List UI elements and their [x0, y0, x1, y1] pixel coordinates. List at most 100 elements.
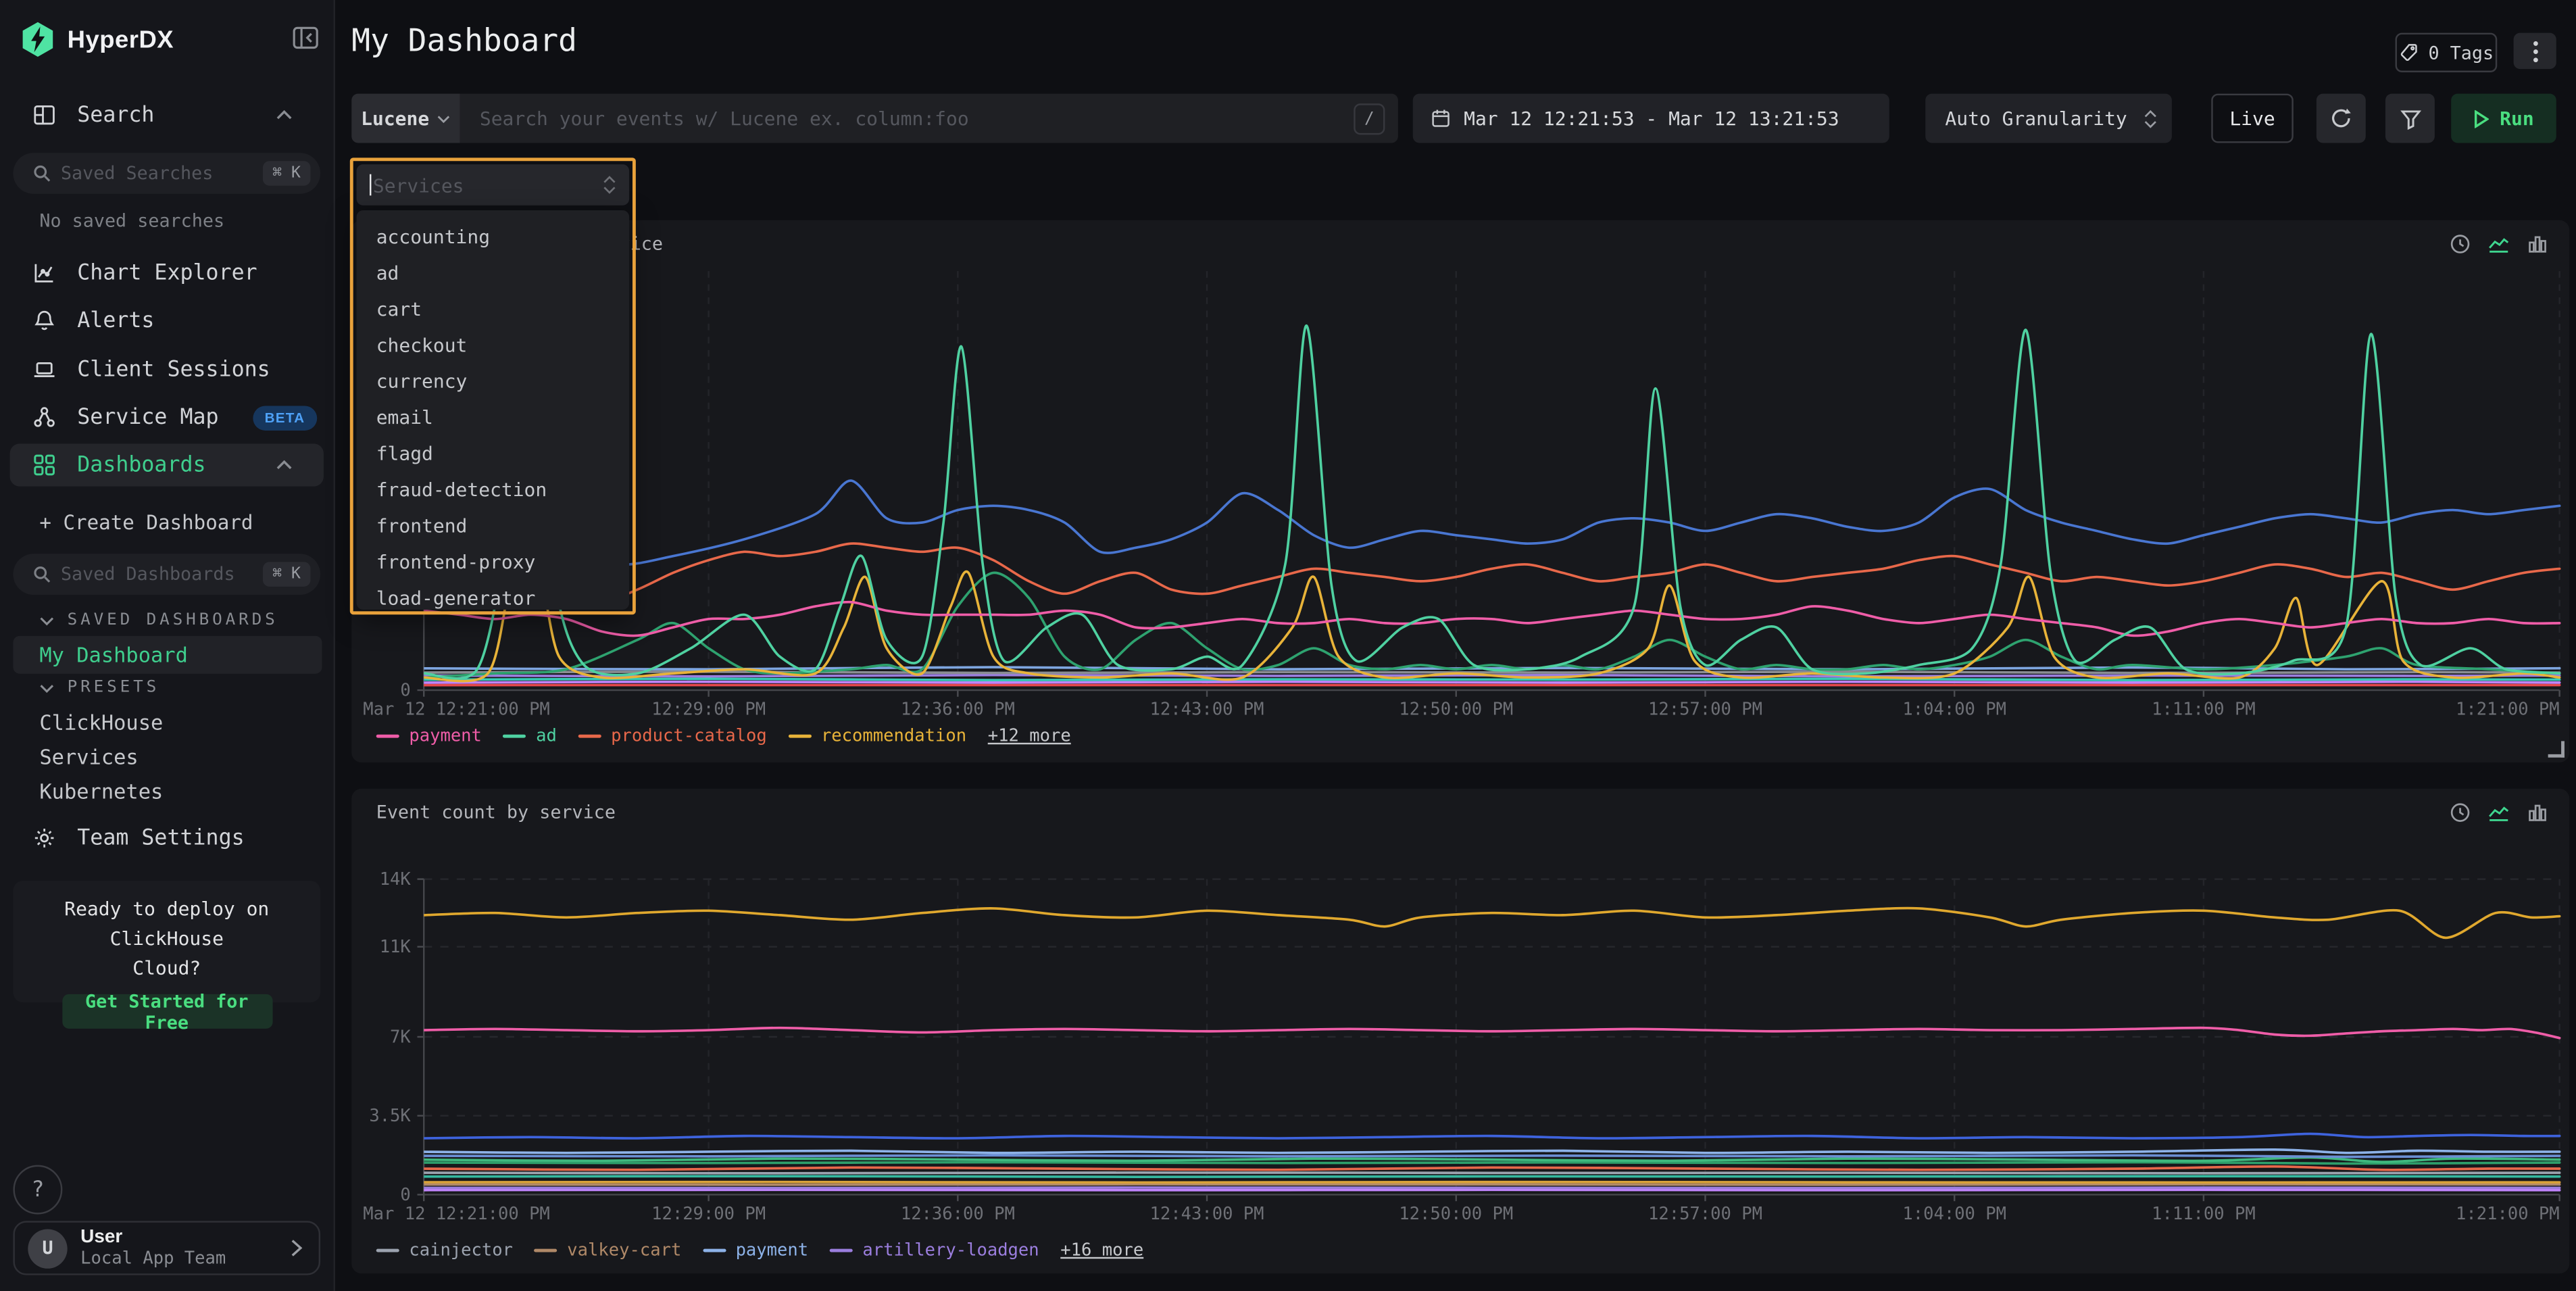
- legend-item[interactable]: artillery-loadgen: [830, 1240, 1039, 1260]
- saved-searches-input[interactable]: Saved Searches ⌘ K: [13, 153, 320, 194]
- services-option[interactable]: fraud-detection: [357, 472, 630, 508]
- chevron-down-icon: [39, 615, 54, 625]
- event-search-input[interactable]: Search your events w/ Lucene ex. column:…: [460, 94, 1398, 143]
- legend-more-link[interactable]: +16 more: [1060, 1240, 1143, 1260]
- chart-toolbar: [2450, 802, 2548, 823]
- legend-more-link[interactable]: +12 more: [988, 727, 1071, 746]
- time-range-picker[interactable]: Mar 12 12:21:53 - Mar 12 13:21:53: [1413, 94, 1889, 143]
- create-dashboard-button[interactable]: + Create Dashboard: [39, 511, 253, 534]
- chart-panel-latency: vice 0Mar 12 12:21:00 PM12:29:00 PM12:36…: [351, 220, 2569, 762]
- legend-swatch: [578, 734, 601, 738]
- legend-item[interactable]: payment: [376, 727, 482, 746]
- legend-item[interactable]: recommendation: [788, 727, 966, 746]
- event-count-chart-plot[interactable]: 14K11K7K3.5K0Mar 12 12:21:00 PM12:29:00 …: [351, 869, 2569, 1250]
- legend-swatch: [830, 1248, 853, 1252]
- services-option[interactable]: ad: [357, 255, 630, 291]
- svg-text:1:04:00 PM: 1:04:00 PM: [1902, 700, 2006, 720]
- sidebar-item-label: Dashboards: [77, 453, 205, 477]
- refresh-icon: [2329, 107, 2352, 130]
- kebab-icon: [2533, 41, 2537, 62]
- sidebar-item-client-sessions[interactable]: Client Sessions: [0, 350, 334, 389]
- sidebar-item-service-map[interactable]: Service Map BETA: [0, 397, 334, 437]
- legend-label: payment: [409, 727, 482, 746]
- svg-text:1:21:00 PM: 1:21:00 PM: [2456, 700, 2560, 720]
- clock-icon[interactable]: [2450, 802, 2471, 823]
- tags-button[interactable]: 0 Tags: [2396, 33, 2498, 72]
- main-content: My Dashboard 0 Tags Lucene Search your e…: [334, 0, 2576, 1291]
- help-button[interactable]: ?: [13, 1165, 62, 1215]
- gear-icon: [33, 827, 56, 850]
- services-option[interactable]: accounting: [357, 218, 630, 254]
- sidebar-item-label: Alerts: [77, 308, 154, 333]
- line-chart-icon[interactable]: [2487, 233, 2510, 255]
- legend-item[interactable]: product-catalog: [578, 727, 767, 746]
- kebab-menu-button[interactable]: [2514, 33, 2556, 69]
- collapse-sidebar-icon[interactable]: [293, 26, 319, 49]
- services-option[interactable]: frontend-proxy: [357, 544, 630, 580]
- user-card[interactable]: U User Local App Team: [13, 1221, 320, 1275]
- svg-text:0: 0: [400, 681, 410, 701]
- live-button[interactable]: Live: [2211, 94, 2294, 143]
- bell-icon: [33, 309, 56, 332]
- chevron-up-icon: [276, 460, 292, 470]
- shortcut-badge: ⌘ K: [263, 562, 311, 586]
- saved-dashboard-item-my-dashboard[interactable]: My Dashboard: [13, 636, 322, 674]
- sidebar-item-alerts[interactable]: Alerts: [0, 301, 334, 340]
- beta-badge: BETA: [253, 405, 317, 429]
- services-option[interactable]: load-generator: [357, 580, 630, 610]
- latency-chart-plot[interactable]: 0Mar 12 12:21:00 PM12:29:00 PM12:36:00 P…: [351, 262, 2569, 746]
- text-cursor: [370, 174, 371, 196]
- legend-swatch: [503, 734, 526, 738]
- query-language-select[interactable]: Lucene: [351, 94, 460, 143]
- tag-icon: [2399, 43, 2419, 62]
- bar-chart-icon[interactable]: [2527, 802, 2548, 823]
- sidebar-item-chart-explorer[interactable]: Chart Explorer: [0, 253, 334, 292]
- legend-item[interactable]: valkey-cart: [535, 1240, 682, 1260]
- get-started-button[interactable]: Get Started for Free: [61, 995, 272, 1029]
- services-select-input[interactable]: Services: [357, 164, 630, 205]
- sidebar-item-dashboards[interactable]: Dashboards: [10, 443, 324, 486]
- section-saved-dashboards[interactable]: SAVED DASHBOARDS: [39, 611, 278, 629]
- svg-text:7K: 7K: [390, 1027, 411, 1048]
- svg-text:12:57:00 PM: 12:57:00 PM: [1648, 1204, 1762, 1224]
- line-chart-icon[interactable]: [2487, 802, 2510, 823]
- svg-text:12:29:00 PM: 12:29:00 PM: [651, 1204, 766, 1224]
- run-button[interactable]: Run: [2451, 94, 2556, 143]
- chevron-down-icon: [39, 683, 54, 693]
- clock-icon[interactable]: [2450, 233, 2471, 255]
- granularity-select[interactable]: Auto Granularity: [1925, 94, 2172, 143]
- services-option[interactable]: email: [357, 399, 630, 435]
- legend-item[interactable]: payment: [703, 1240, 808, 1260]
- section-presets[interactable]: PRESETS: [39, 679, 159, 697]
- svg-text:14K: 14K: [380, 869, 412, 890]
- services-option[interactable]: flagd: [357, 435, 630, 471]
- legend-item[interactable]: ad: [503, 727, 557, 746]
- chart-explorer-icon: [33, 262, 56, 285]
- sidebar-item-team-settings[interactable]: Team Settings: [0, 819, 334, 858]
- legend-item[interactable]: cainjector: [376, 1240, 513, 1260]
- chart-toolbar: [2450, 233, 2548, 255]
- preset-item-kubernetes[interactable]: Kubernetes: [39, 779, 163, 803]
- services-option[interactable]: checkout: [357, 327, 630, 363]
- page-title: My Dashboard: [351, 23, 577, 59]
- filter-button[interactable]: [2385, 94, 2435, 143]
- refresh-button[interactable]: [2317, 94, 2366, 143]
- services-option[interactable]: frontend: [357, 508, 630, 543]
- services-option[interactable]: cart: [357, 291, 630, 326]
- shortcut-badge: ⌘ K: [263, 161, 311, 185]
- services-option[interactable]: currency: [357, 363, 630, 399]
- no-saved-searches-note: No saved searches: [39, 210, 224, 232]
- preset-item-clickhouse[interactable]: ClickHouse: [39, 710, 163, 734]
- svg-text:11K: 11K: [380, 937, 412, 957]
- sidebar-item-search[interactable]: Search: [0, 95, 334, 135]
- bar-chart-icon[interactable]: [2527, 233, 2548, 255]
- chart-title: Event count by service: [376, 802, 616, 823]
- calendar-icon: [1431, 108, 1450, 128]
- saved-dashboards-input[interactable]: Saved Dashboards ⌘ K: [13, 554, 320, 595]
- preset-item-services[interactable]: Services: [39, 744, 138, 769]
- chevron-right-icon: [291, 1239, 302, 1257]
- resize-handle-icon[interactable]: [2548, 741, 2565, 757]
- dashboards-icon: [33, 454, 56, 477]
- legend-swatch: [535, 1248, 558, 1252]
- svg-text:12:43:00 PM: 12:43:00 PM: [1150, 1204, 1264, 1224]
